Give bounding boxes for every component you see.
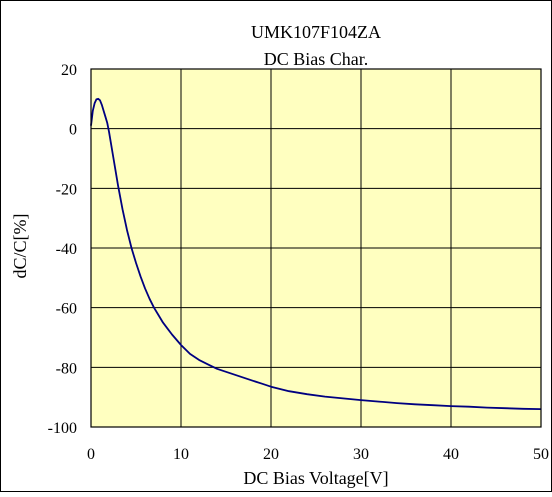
y-axis-title: dC/C[%] [10, 214, 30, 279]
chart-title: UMK107F104ZA [251, 22, 381, 42]
y-tick-labels: 20 0 -20 -40 -60 -80 -100 [48, 62, 77, 437]
plot-frame [90, 68, 542, 428]
x-tick-label: 50 [533, 446, 549, 463]
series-layer [90, 97, 542, 410]
y-tick-label: -60 [56, 301, 77, 318]
y-tick-label: 0 [69, 122, 77, 139]
x-tick-label: 20 [263, 446, 279, 463]
y-tick-label: -80 [56, 360, 77, 377]
y-tick-label: 20 [61, 62, 77, 79]
x-axis-title: DC Bias Voltage[V] [243, 468, 388, 488]
x-tick-label: 0 [87, 446, 95, 463]
y-tick-label: -20 [56, 181, 77, 198]
x-tick-label: 40 [443, 446, 459, 463]
x-tick-labels: 0 10 20 30 40 50 [87, 446, 549, 463]
y-tick-label: -40 [56, 241, 77, 258]
chart-subtitle: DC Bias Char. [264, 49, 369, 69]
x-tick-label: 10 [173, 446, 189, 463]
y-tick-label: -100 [48, 420, 77, 437]
x-tick-label: 30 [353, 446, 369, 463]
series-line [90, 97, 542, 410]
